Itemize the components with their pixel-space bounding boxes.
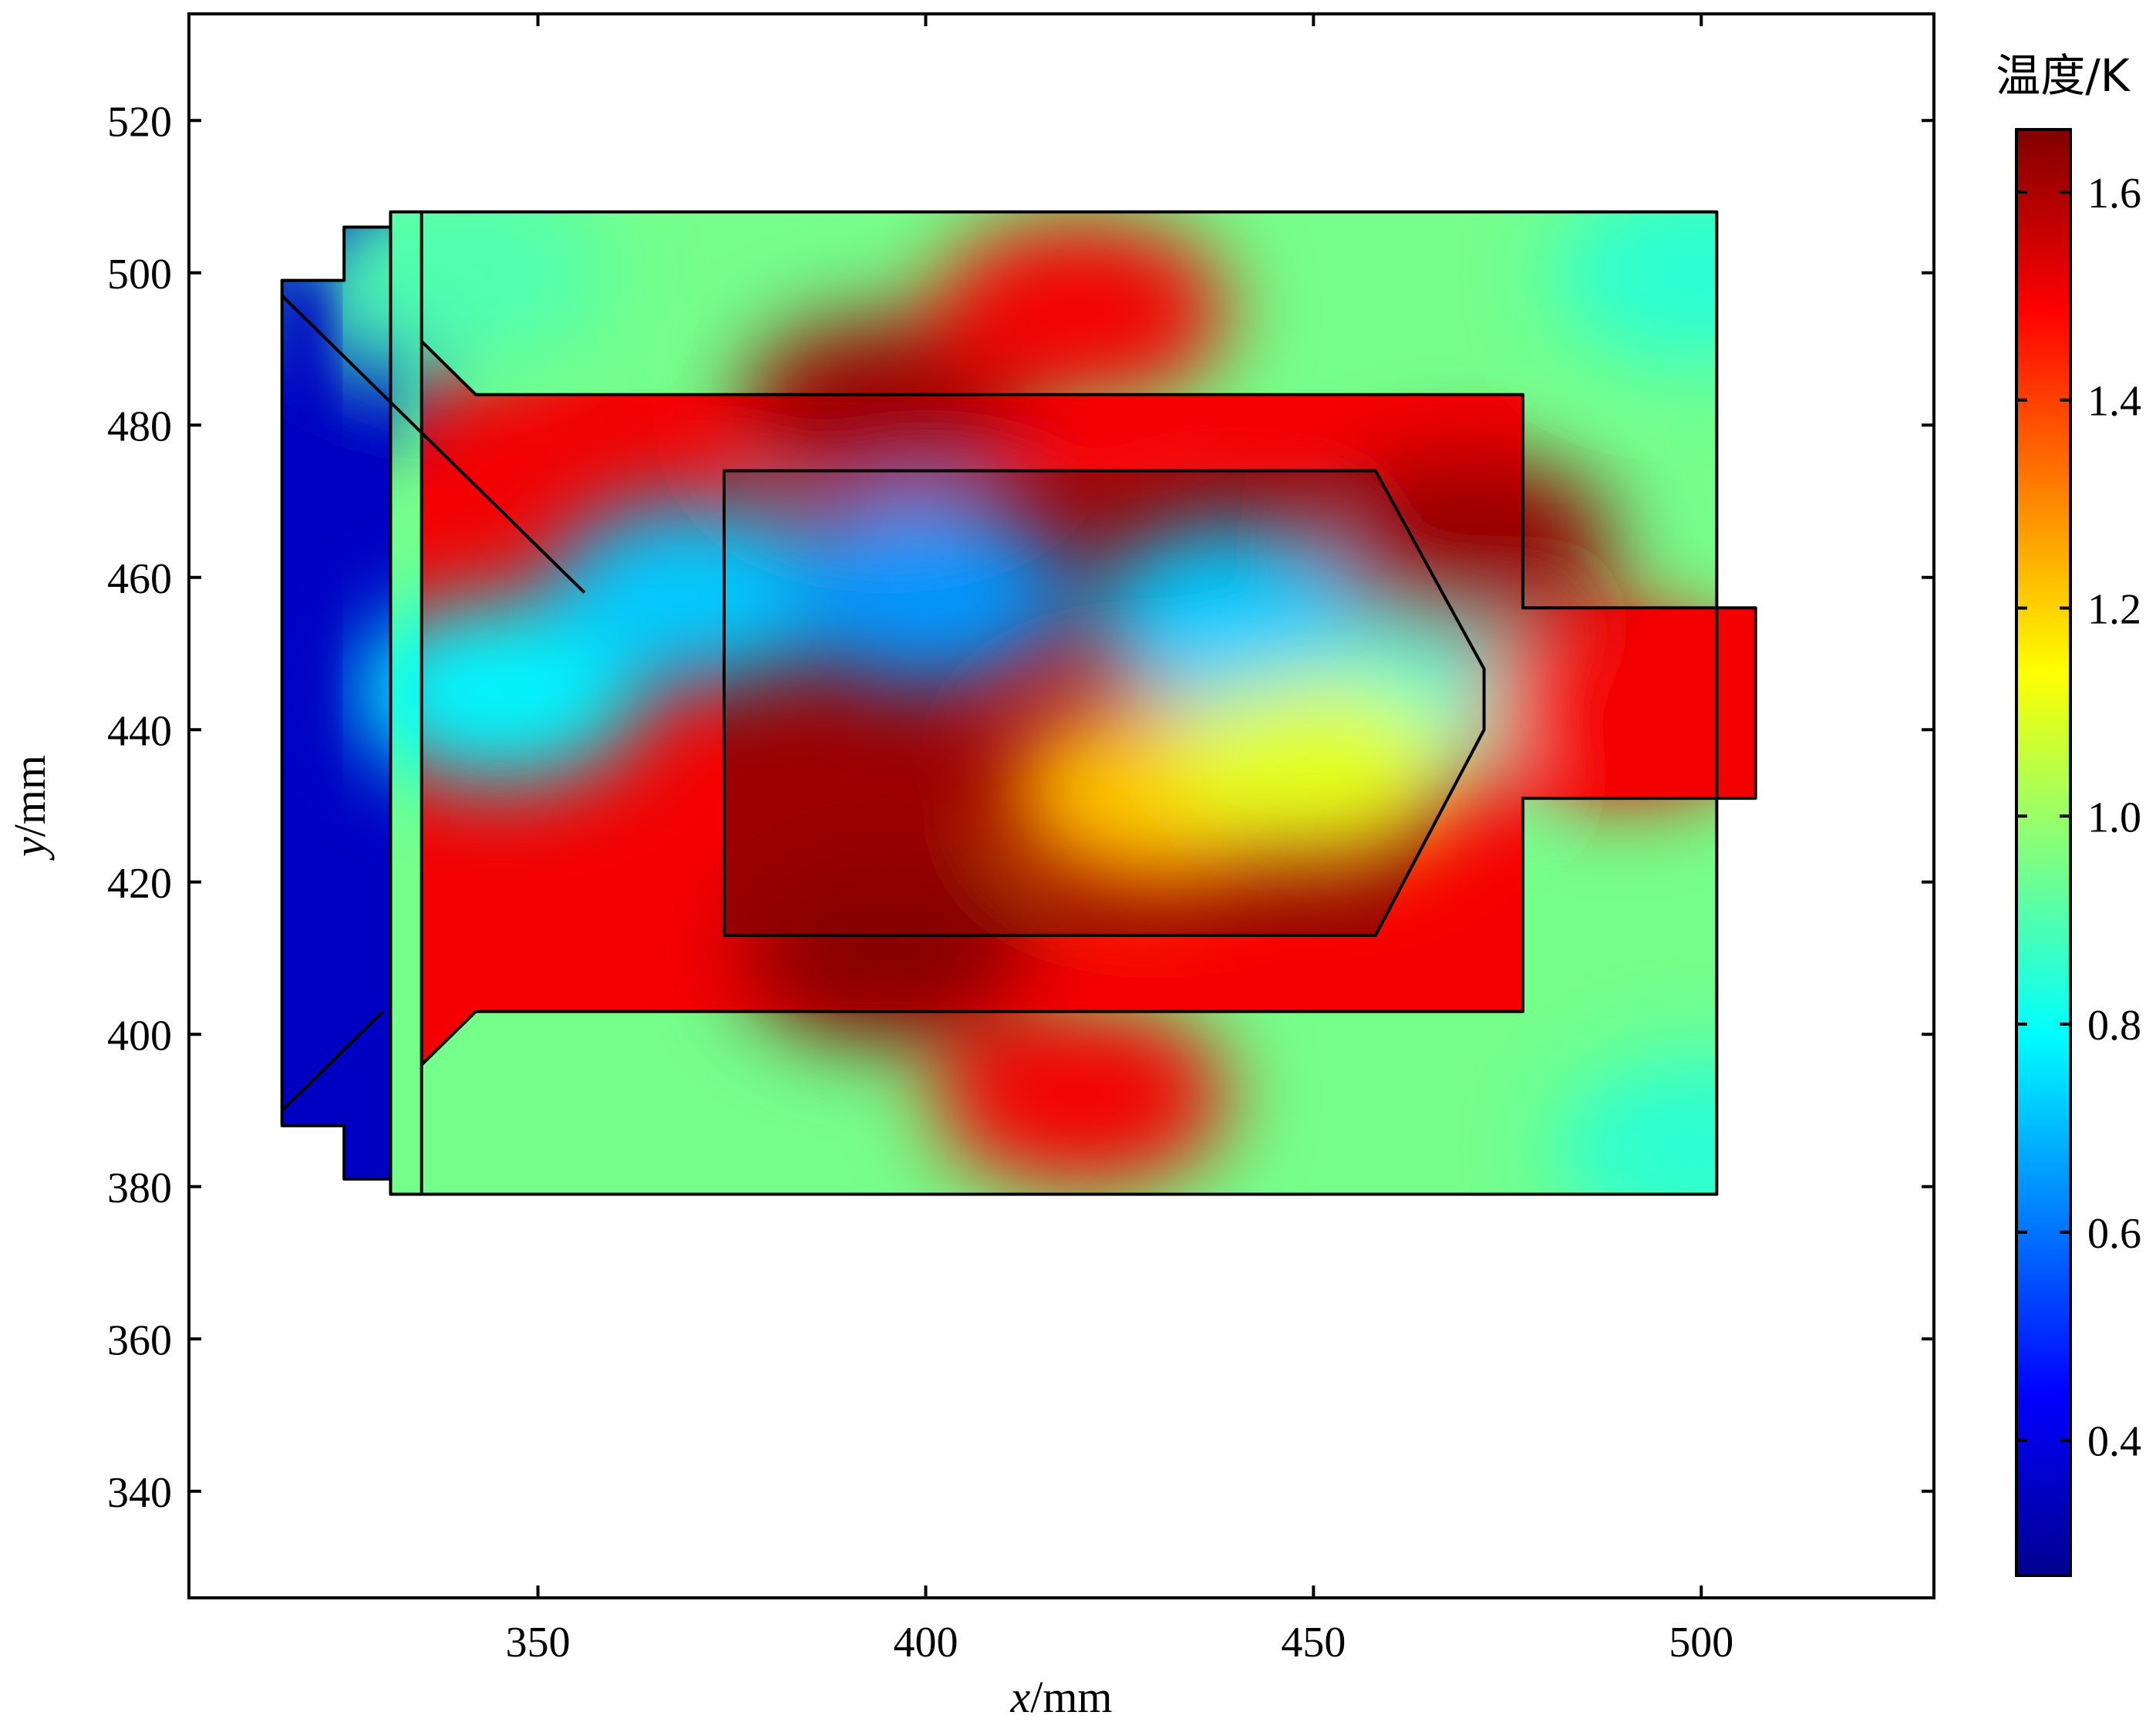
colorbar-ticks: 0.4 0.6 0.8 1.0 1.2 1.4 1.6	[2016, 170, 2141, 1466]
field-sample-13	[1555, 1056, 1756, 1195]
cb-tick-label-4: 1.2	[2087, 586, 2141, 634]
temperature-field	[281, 211, 1756, 1195]
field-blobs	[281, 211, 1756, 1195]
geometry-outlines	[280, 210, 1757, 1196]
field-sample-5	[1089, 523, 1383, 709]
cb-tick-label-1: 0.6	[2087, 1210, 2141, 1258]
y-tick-label-340: 340	[107, 1469, 172, 1517]
y-axis-unit: /mm	[5, 755, 55, 837]
y-tick-label-500: 500	[107, 251, 172, 298]
y-tick-label-400: 400	[107, 1012, 172, 1060]
left-chamber-field	[281, 280, 328, 1126]
y-axis-var: y	[5, 837, 55, 861]
inlet-edge-0	[281, 294, 586, 594]
field-sample-4	[779, 500, 1073, 686]
y-tick-label-480: 480	[107, 403, 172, 450]
x-tick-label-350: 350	[506, 1619, 571, 1666]
y-tick-label-460: 460	[107, 555, 172, 603]
field-sample-1	[352, 598, 646, 784]
x-tick-label-400: 400	[893, 1619, 958, 1666]
x-tick-label-500: 500	[1669, 1619, 1733, 1666]
inlet-edge-1	[281, 1010, 384, 1112]
cb-tick-label-5: 1.4	[2087, 378, 2141, 426]
y-axis: 340 360 380 400 420 440 460 480 500 520	[107, 98, 1934, 1517]
cb-tick-label-0: 0.4	[2087, 1418, 2141, 1466]
field-sample-12	[1555, 211, 1756, 366]
left-chamber-core	[281, 280, 328, 1126]
cb-tick-label-3: 1.0	[2087, 794, 2141, 841]
plot-frame	[187, 12, 1935, 1599]
y-tick-label-420: 420	[107, 860, 172, 908]
x-axis-label: x/mm	[1009, 1672, 1112, 1722]
x-axis: 350 400 450 500	[506, 14, 1733, 1666]
field-sample-11	[1167, 675, 1460, 861]
colorbar-title: 温度/K	[1996, 49, 2131, 102]
y-tick-label-360: 360	[107, 1316, 172, 1364]
field-sample-15	[934, 1003, 1228, 1188]
y-tick-label-380: 380	[107, 1164, 172, 1212]
colorbar-gradient	[2015, 128, 2072, 1577]
x-axis-unit: /mm	[1030, 1672, 1112, 1722]
x-axis-var: x	[1009, 1672, 1030, 1722]
outline-inner-nozzle-wall	[723, 469, 1486, 937]
y-tick-label-440: 440	[107, 707, 172, 755]
field-sample-2	[314, 211, 608, 366]
cb-tick-label-6: 1.6	[2087, 170, 2141, 217]
field-sample-14	[934, 218, 1228, 404]
x-tick-label-450: 450	[1281, 1619, 1346, 1666]
y-tick-label-520: 520	[107, 98, 172, 146]
y-axis-label: y/mm	[5, 755, 55, 861]
cb-tick-label-2: 0.8	[2087, 1002, 2141, 1050]
field-sample-16	[1477, 614, 1756, 800]
field-sample-9	[1322, 454, 1615, 640]
field-sample-8	[740, 858, 1034, 1043]
outline-left-chamber	[280, 225, 392, 1181]
field-sample-7	[740, 317, 1034, 503]
outline-outer-nozzle-wall	[419, 210, 1757, 1196]
field-sample-3	[546, 500, 840, 686]
colorbar: 0.4 0.6 0.8 1.0 1.2 1.4 1.6 温度/K	[1996, 49, 2141, 1577]
